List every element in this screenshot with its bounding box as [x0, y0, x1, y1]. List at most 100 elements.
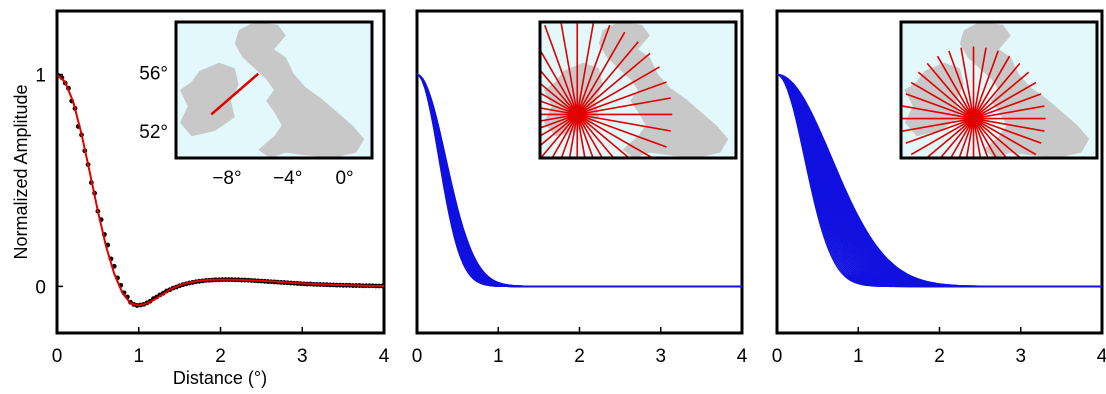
spoke-center	[568, 105, 587, 124]
ireland-shape	[179, 62, 239, 137]
profile-spoke	[917, 71, 975, 120]
profile-spoke	[973, 71, 1030, 120]
profile-line	[210, 72, 260, 116]
right-series-group	[777, 73, 1102, 288]
profile-spoke	[540, 100, 578, 116]
y-tick-label: 0	[35, 277, 46, 298]
x-axis-title: Distance (°)	[173, 368, 267, 388]
profile-spoke	[576, 113, 615, 158]
profile-spoke	[973, 105, 1045, 120]
inset-lat-label: 56°	[139, 63, 168, 84]
x-tick-label: 2	[574, 346, 585, 367]
profile-spoke	[960, 47, 975, 119]
profile-spoke	[551, 114, 578, 158]
right-x-ticks: 0 1 2 3 4	[772, 327, 1106, 367]
profile-spoke	[540, 113, 578, 158]
profile-spoke	[576, 114, 604, 158]
profile-spoke	[560, 114, 578, 158]
inset-lon-label: 0°	[335, 168, 353, 189]
inset-map-middle	[538, 20, 738, 160]
profile-spoke	[576, 113, 667, 148]
profile-spoke	[972, 55, 1011, 119]
inset-land	[901, 22, 1090, 158]
profile-spoke	[972, 118, 989, 158]
panel-right: 0 1 2 3 4	[772, 9, 1106, 367]
profile-spoke	[972, 118, 1008, 158]
profile-spoke	[576, 41, 639, 115]
profile-spoke	[905, 117, 974, 144]
x-tick-label: 1	[133, 346, 144, 367]
inset-lon-label: −8°	[212, 168, 241, 189]
profile-spoke	[965, 118, 975, 158]
profile-spoke	[576, 66, 660, 116]
profile-spoke	[905, 93, 974, 120]
profile-spoke	[973, 117, 1037, 156]
x-tick-label: 4	[1097, 346, 1106, 367]
profile-spoke	[958, 118, 975, 158]
profile-spoke	[568, 114, 579, 158]
profile-spoke	[973, 117, 1045, 132]
x-tick-label: 3	[297, 346, 308, 367]
profile-spoke	[577, 97, 671, 116]
x-tick-label: 4	[379, 346, 390, 367]
spoke-center	[964, 109, 983, 128]
profile-spoke	[540, 113, 578, 122]
profile-spoke	[576, 113, 631, 158]
inset-lon-label: −4°	[273, 168, 302, 189]
profile-spoke	[973, 81, 1037, 120]
inset-frame	[174, 20, 374, 160]
profile-spoke	[577, 113, 671, 132]
profile-spoke	[540, 48, 578, 115]
profile-spoke	[576, 24, 611, 115]
x-tick-label: 0	[772, 346, 783, 367]
inset-land	[179, 22, 365, 158]
profile-spoke	[972, 50, 999, 119]
profile-spoke	[576, 52, 651, 116]
x-tick-label: 3	[1015, 346, 1026, 367]
profile-spoke	[936, 55, 975, 119]
inset-map-left: 56° 52° −8° −4° 0°	[139, 20, 374, 189]
profile-spoke	[972, 47, 987, 119]
left-series-group	[57, 73, 384, 308]
inset-frame	[538, 20, 738, 160]
profile-spoke	[973, 117, 1042, 144]
fit-line	[57, 73, 384, 307]
inset-frame	[899, 20, 1099, 160]
y-axis-title: Normalized Amplitude	[11, 84, 31, 259]
x-tick-label: 1	[853, 346, 864, 367]
profile-spoke	[540, 92, 578, 116]
inset-map-right	[899, 20, 1099, 160]
y-tick-label: 1	[35, 66, 46, 87]
profile-spoke	[576, 114, 586, 158]
profile-spoke	[910, 117, 974, 156]
profile-spoke	[972, 62, 1021, 120]
great-britain-shape	[598, 22, 729, 158]
model-curve	[777, 73, 1102, 288]
profile-spoke	[576, 113, 655, 158]
middle-x-ticks: 0 1 2 3 4	[412, 327, 748, 367]
x-tick-label: 3	[655, 346, 666, 367]
profile-spoke	[576, 22, 595, 115]
x-tick-label: 2	[934, 346, 945, 367]
panel-middle: 0 1 2 3 4	[412, 9, 748, 367]
profile-spoke	[576, 114, 594, 158]
model-curve	[417, 73, 742, 288]
profile-spoke	[972, 118, 998, 158]
profile-spoke	[540, 113, 578, 129]
profile-spoke	[540, 68, 578, 115]
profile-spoke	[540, 113, 578, 137]
profile-spoke	[949, 118, 975, 158]
profile-spoke	[948, 50, 975, 119]
inset-lat-label: 52°	[139, 122, 168, 143]
profile-spoke	[576, 31, 626, 115]
profile-spoke	[902, 117, 974, 132]
x-tick-label: 4	[737, 346, 748, 367]
profile-spoke	[939, 118, 975, 158]
profile-spoke	[972, 118, 982, 158]
great-britain-shape	[234, 22, 365, 158]
x-tick-label: 0	[412, 346, 423, 367]
left-x-ticks: 0 1 2 3 4	[52, 327, 390, 367]
profile-spoke	[926, 62, 975, 120]
